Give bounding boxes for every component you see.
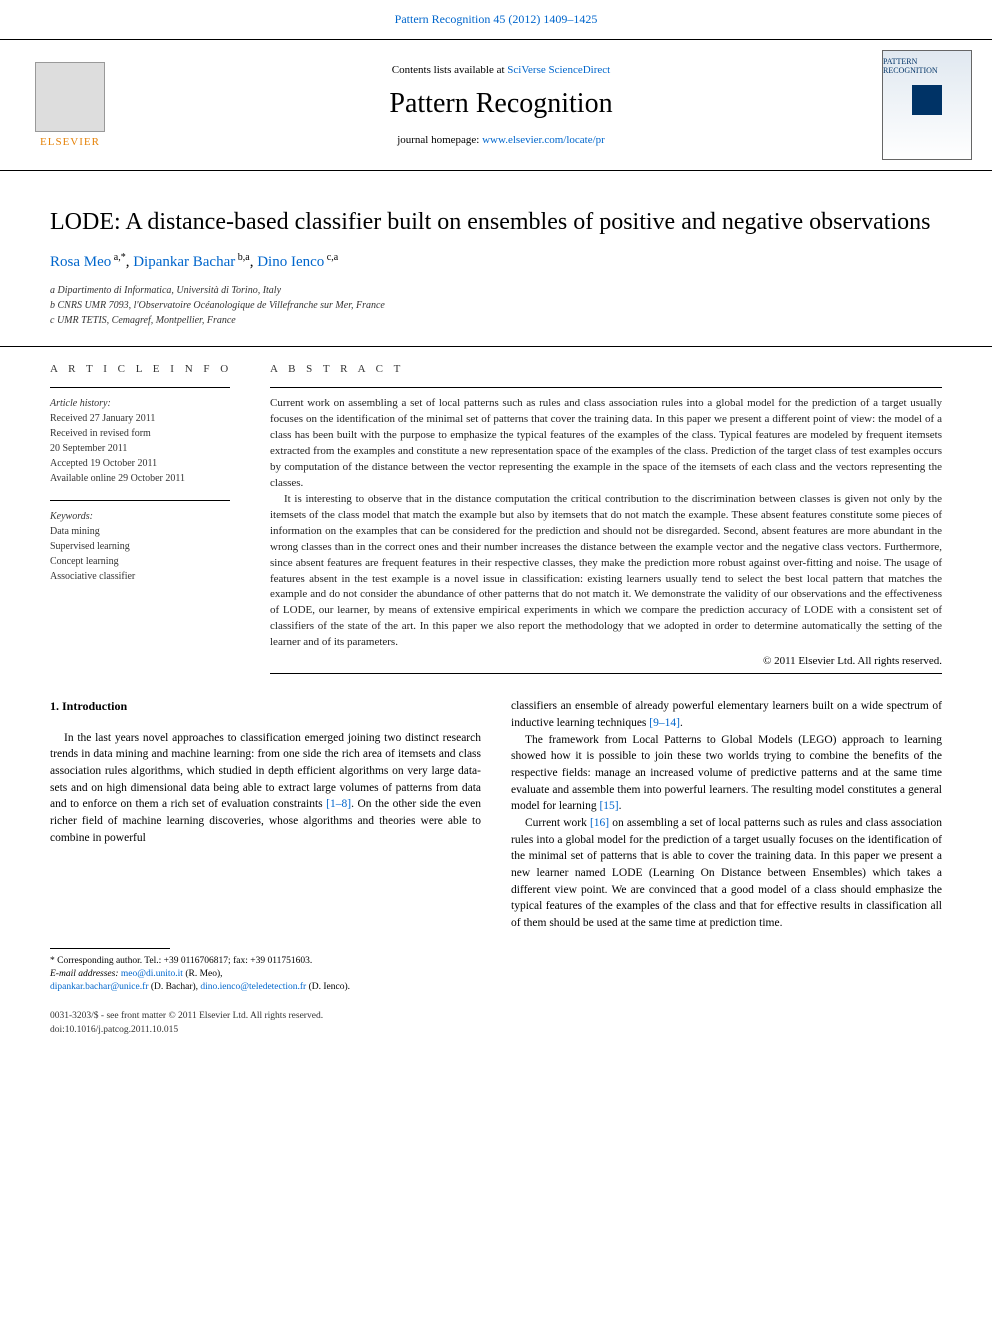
journal-banner: ELSEVIER Contents lists available at Sci…: [0, 39, 992, 171]
keywords-block: Keywords: Data mining Supervised learnin…: [50, 509, 240, 584]
divider: [50, 948, 170, 949]
info-abstract-row: A R T I C L E I N F O Article history: R…: [0, 346, 992, 674]
abstract-para: Current work on assembling a set of loca…: [270, 396, 942, 492]
author-affil-sup: c,a: [324, 252, 338, 263]
history-label: Article history:: [50, 396, 240, 411]
body-para: Current work [16] on assembling a set of…: [511, 815, 942, 932]
body-columns: 1. Introduction In the last years novel …: [0, 674, 992, 941]
keyword: Data mining: [50, 524, 240, 539]
email-name: (R. Meo),: [183, 969, 223, 979]
citation-link[interactable]: Pattern Recognition 45 (2012) 1409–1425: [395, 12, 598, 26]
email-label: E-mail addresses:: [50, 969, 121, 979]
email-addresses: E-mail addresses: meo@di.unito.it (R. Me…: [50, 968, 430, 995]
history-item: Accepted 19 October 2011: [50, 456, 240, 471]
ref-link[interactable]: [1–8]: [326, 798, 351, 810]
corresponding-author: * Corresponding author. Tel.: +39 011670…: [50, 955, 430, 968]
article-info-column: A R T I C L E I N F O Article history: R…: [50, 347, 270, 674]
body-text: .: [680, 717, 683, 729]
body-text: Current work: [525, 817, 590, 829]
ref-link[interactable]: [9–14]: [649, 717, 680, 729]
issn-line: 0031-3203/$ - see front matter © 2011 El…: [50, 1010, 942, 1023]
doi-line: doi:10.1016/j.patcog.2011.10.015: [50, 1024, 942, 1037]
keywords-label: Keywords:: [50, 509, 240, 524]
affiliation: a Dipartimento di Informatica, Universit…: [50, 283, 942, 298]
history-item: 20 September 2011: [50, 441, 240, 456]
affiliations: a Dipartimento di Informatica, Universit…: [0, 283, 992, 342]
keyword: Concept learning: [50, 554, 240, 569]
body-para: In the last years novel approaches to cl…: [50, 730, 481, 847]
body-text: The framework from Local Patterns to Glo…: [511, 734, 942, 813]
keyword: Supervised learning: [50, 539, 240, 554]
divider: [50, 500, 230, 501]
author-link[interactable]: Rosa Meo: [50, 254, 111, 270]
elsevier-tree-icon: [35, 62, 105, 132]
history-item: Received in revised form: [50, 426, 240, 441]
abstract-text: Current work on assembling a set of loca…: [270, 396, 942, 651]
publisher-name: ELSEVIER: [40, 136, 100, 148]
body-text: classifiers an ensemble of already power…: [511, 700, 942, 729]
history-item: Available online 29 October 2011: [50, 471, 240, 486]
contents-prefix: Contents lists available at: [392, 64, 507, 76]
affiliation: c UMR TETIS, Cemagref, Montpellier, Fran…: [50, 313, 942, 328]
divider: [270, 673, 942, 674]
abstract-column: A B S T R A C T Current work on assembli…: [270, 347, 942, 674]
body-text: .: [619, 800, 622, 812]
email-name: (D. Ienco).: [306, 982, 350, 992]
author-link[interactable]: Dipankar Bachar: [133, 254, 235, 270]
body-para: classifiers an ensemble of already power…: [511, 698, 942, 731]
ref-link[interactable]: [15]: [599, 800, 618, 812]
body-column-left: 1. Introduction In the last years novel …: [50, 698, 481, 931]
email-link[interactable]: dipankar.bachar@unice.fr: [50, 982, 148, 992]
journal-cover-thumbnail: PATTERN RECOGNITION: [882, 50, 972, 160]
footnotes: * Corresponding author. Tel.: +39 011670…: [0, 942, 480, 1001]
cover-label: PATTERN RECOGNITION: [883, 57, 971, 75]
section-heading: 1. Introduction: [50, 698, 481, 715]
contents-line: Contents lists available at SciVerse Sci…: [120, 64, 882, 76]
journal-center: Contents lists available at SciVerse Sci…: [120, 64, 882, 146]
article-title: LODE: A distance-based classifier built …: [0, 171, 992, 244]
divider: [270, 387, 942, 388]
keyword: Associative classifier: [50, 569, 240, 584]
author-affil-sup: a,*: [111, 252, 125, 263]
article-info-heading: A R T I C L E I N F O: [50, 363, 240, 375]
sciencedirect-link[interactable]: SciVerse ScienceDirect: [507, 64, 610, 76]
email-link[interactable]: meo@di.unito.it: [121, 969, 183, 979]
homepage-prefix: journal homepage:: [397, 134, 482, 146]
cover-logo-icon: [912, 85, 942, 115]
publisher-logo: ELSEVIER: [20, 55, 120, 155]
divider: [50, 387, 230, 388]
ref-link[interactable]: [16]: [590, 817, 609, 829]
copyright-line: © 2011 Elsevier Ltd. All rights reserved…: [270, 655, 942, 667]
journal-title: Pattern Recognition: [120, 88, 882, 120]
homepage-line: journal homepage: www.elsevier.com/locat…: [120, 134, 882, 146]
header-citation: Pattern Recognition 45 (2012) 1409–1425: [0, 0, 992, 39]
body-column-right: classifiers an ensemble of already power…: [511, 698, 942, 931]
doi-block: 0031-3203/$ - see front matter © 2011 El…: [0, 1000, 992, 1057]
email-link[interactable]: dino.ienco@teledetection.fr: [200, 982, 306, 992]
body-para: The framework from Local Patterns to Glo…: [511, 732, 942, 815]
author-affil-sup: b,a: [235, 252, 249, 263]
author-link[interactable]: Dino Ienco: [257, 254, 324, 270]
abstract-para: It is interesting to observe that in the…: [270, 492, 942, 651]
history-item: Received 27 January 2011: [50, 411, 240, 426]
homepage-link[interactable]: www.elsevier.com/locate/pr: [482, 134, 605, 146]
body-text: on assembling a set of local patterns su…: [511, 817, 942, 929]
abstract-heading: A B S T R A C T: [270, 363, 942, 375]
article-history: Article history: Received 27 January 201…: [50, 396, 240, 486]
email-name: (D. Bachar),: [148, 982, 200, 992]
affiliation: b CNRS UMR 7093, l'Observatoire Océanolo…: [50, 298, 942, 313]
authors: Rosa Meo a,*, Dipankar Bachar b,a, Dino …: [0, 244, 992, 283]
